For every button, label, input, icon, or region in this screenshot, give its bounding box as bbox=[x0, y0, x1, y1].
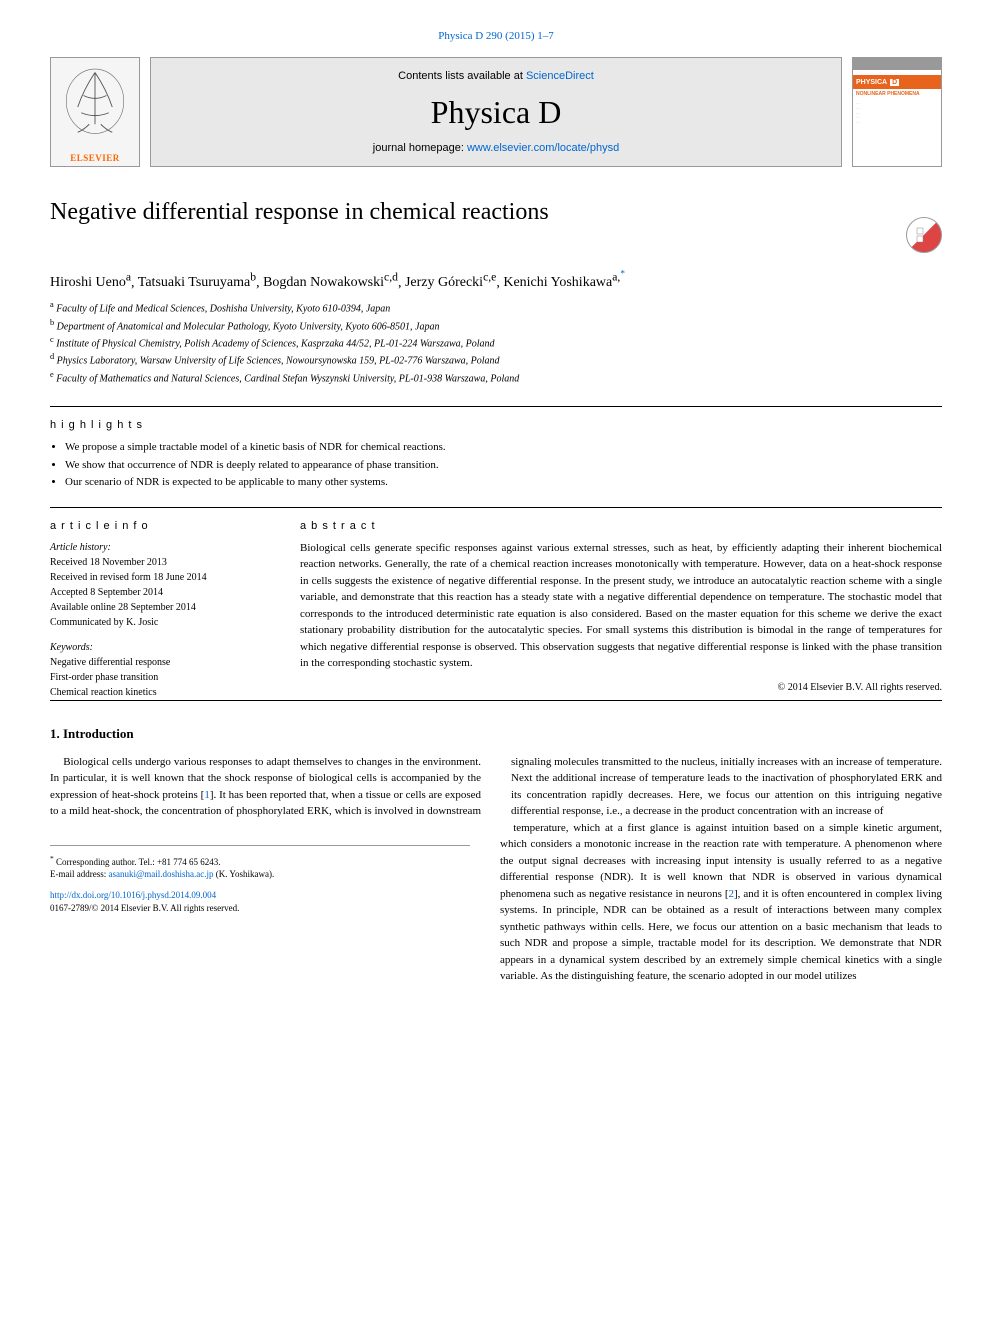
footnote-corr: * Corresponding author. Tel.: +81 774 65… bbox=[50, 854, 470, 869]
corresponding-link[interactable]: * bbox=[620, 272, 625, 284]
paper-title: Negative differential response in chemic… bbox=[50, 197, 886, 228]
email-link[interactable]: asanuki@mail.doshisha.ac.jp bbox=[108, 869, 213, 879]
affiliation-b: b Department of Anatomical and Molecular… bbox=[50, 317, 942, 334]
sciencedirect-link[interactable]: ScienceDirect bbox=[526, 70, 594, 82]
article-info-heading: a r t i c l e i n f o bbox=[50, 520, 270, 532]
elsevier-tree-icon bbox=[49, 61, 141, 153]
body-col-2: temperature, which at a first glance is … bbox=[500, 820, 942, 985]
running-header-link[interactable]: Physica D 290 (2015) 1–7 bbox=[438, 30, 554, 42]
bottom-row: * Corresponding author. Tel.: +81 774 65… bbox=[50, 820, 942, 985]
title-row: Negative differential response in chemic… bbox=[50, 197, 942, 253]
footer-info: http://dx.doi.org/10.1016/j.physd.2014.0… bbox=[50, 889, 470, 914]
keyword-3: Chemical reaction kinetics bbox=[50, 685, 270, 700]
divider-3 bbox=[50, 700, 942, 701]
authors: Hiroshi Uenoa, Tatsuaki Tsuruyamab, Bogd… bbox=[50, 268, 942, 291]
copyright: © 2014 Elsevier B.V. All rights reserved… bbox=[300, 682, 942, 693]
divider-2 bbox=[50, 507, 942, 508]
history-online: Available online 28 September 2014 bbox=[50, 600, 270, 615]
homepage-prefix: journal homepage: bbox=[373, 142, 467, 154]
footnote-email: E-mail address: asanuki@mail.doshisha.ac… bbox=[50, 868, 470, 881]
keywords-label: Keywords: bbox=[50, 640, 270, 655]
elsevier-logo[interactable]: ELSEVIER bbox=[50, 57, 140, 167]
footnotes: * Corresponding author. Tel.: +81 774 65… bbox=[50, 845, 470, 881]
affiliation-c: c Institute of Physical Chemistry, Polis… bbox=[50, 334, 942, 351]
highlight-item: Our scenario of NDR is expected to be ap… bbox=[65, 474, 942, 492]
journal-banner: Contents lists available at ScienceDirec… bbox=[150, 57, 842, 167]
elsevier-label: ELSEVIER bbox=[70, 153, 120, 163]
homepage-line: journal homepage: www.elsevier.com/locat… bbox=[373, 142, 619, 154]
keyword-2: First-order phase transition bbox=[50, 670, 270, 685]
author-4: Jerzy Góreckic,e bbox=[405, 275, 496, 290]
highlights-list: We propose a simple tractable model of a… bbox=[65, 439, 942, 492]
footnote-col: * Corresponding author. Tel.: +81 774 65… bbox=[50, 820, 470, 985]
homepage-link[interactable]: www.elsevier.com/locate/physd bbox=[467, 142, 619, 154]
affiliations: a Faculty of Life and Medical Sciences, … bbox=[50, 299, 942, 386]
contents-prefix: Contents lists available at bbox=[398, 70, 526, 82]
history-received: Received 18 November 2013 bbox=[50, 555, 270, 570]
body-paragraph-1: Biological cells undergo various respons… bbox=[50, 754, 942, 820]
affiliation-e: e Faculty of Mathematics and Natural Sci… bbox=[50, 369, 942, 386]
running-header: Physica D 290 (2015) 1–7 bbox=[50, 30, 942, 42]
contents-line: Contents lists available at ScienceDirec… bbox=[398, 70, 594, 82]
cover-brand-text: PHYSICA bbox=[856, 79, 887, 86]
article-info-col: a r t i c l e i n f o Article history: R… bbox=[50, 520, 270, 700]
cover-body: ··············· bbox=[853, 99, 941, 129]
keyword-1: Negative differential response bbox=[50, 655, 270, 670]
history-revised: Received in revised form 18 June 2014 bbox=[50, 570, 270, 585]
abstract-heading: a b s t r a c t bbox=[300, 520, 942, 532]
affiliation-d: d Physics Laboratory, Warsaw University … bbox=[50, 351, 942, 368]
cover-thumbnail[interactable]: PHYSICA D NONLINEAR PHENOMENA ··········… bbox=[852, 57, 942, 167]
highlights-heading: h i g h l i g h t s bbox=[50, 419, 942, 431]
divider-1 bbox=[50, 406, 942, 407]
highlight-item: We propose a simple tractable model of a… bbox=[65, 439, 942, 457]
cover-subtitle: NONLINEAR PHENOMENA bbox=[853, 89, 941, 99]
cover-brand-band: PHYSICA D bbox=[853, 75, 941, 89]
issn-line: 0167-2789/© 2014 Elsevier B.V. All right… bbox=[50, 902, 470, 915]
author-3: Bogdan Nowakowskic,d bbox=[263, 275, 398, 290]
body-text: Biological cells undergo various respons… bbox=[50, 754, 942, 820]
info-abstract-row: a r t i c l e i n f o Article history: R… bbox=[50, 520, 942, 700]
cover-top-bar bbox=[853, 58, 941, 70]
author-1: Hiroshi Uenoa bbox=[50, 275, 131, 290]
journal-header: ELSEVIER Contents lists available at Sci… bbox=[50, 57, 942, 167]
journal-title: Physica D bbox=[431, 94, 562, 131]
article-info-block: Article history: Received 18 November 20… bbox=[50, 540, 270, 700]
abstract-text: Biological cells generate specific respo… bbox=[300, 540, 942, 672]
affiliation-a: a Faculty of Life and Medical Sciences, … bbox=[50, 299, 942, 316]
section-1-heading: 1. Introduction bbox=[50, 726, 942, 742]
history-label: Article history: bbox=[50, 540, 270, 555]
body-paragraph-2: temperature, which at a first glance is … bbox=[500, 820, 942, 985]
author-5: Kenichi Yoshikawaa,* bbox=[503, 275, 625, 290]
author-2: Tatsuaki Tsuruyamab bbox=[138, 275, 256, 290]
history-communicated: Communicated by K. Josic bbox=[50, 615, 270, 630]
highlight-item: We show that occurrence of NDR is deeply… bbox=[65, 457, 942, 475]
doi-link[interactable]: http://dx.doi.org/10.1016/j.physd.2014.0… bbox=[50, 890, 216, 900]
crossmark-icon[interactable] bbox=[906, 217, 942, 253]
cover-letter: D bbox=[890, 79, 899, 86]
history-accepted: Accepted 8 September 2014 bbox=[50, 585, 270, 600]
abstract-col: a b s t r a c t Biological cells generat… bbox=[300, 520, 942, 700]
